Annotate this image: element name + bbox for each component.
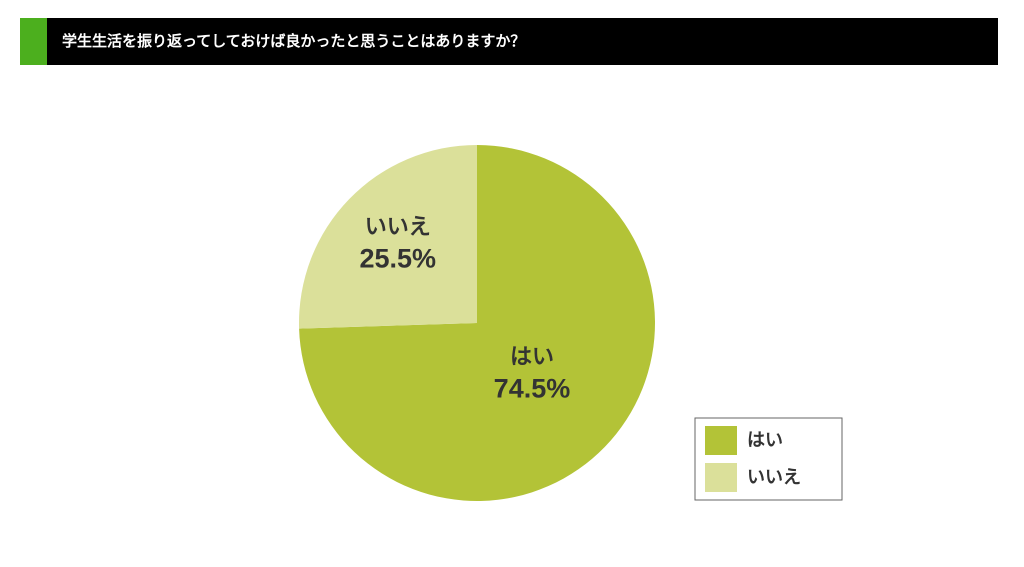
title-bar: [20, 18, 998, 65]
pie-slice: [299, 145, 477, 329]
slice-category-label: はい: [510, 344, 554, 369]
pie-slice: [299, 145, 656, 501]
legend-label: いいえ: [747, 467, 801, 487]
slice-category-label: いいえ: [365, 214, 431, 239]
slice-value-label: 74.5%: [494, 373, 571, 403]
legend-label: はい: [747, 430, 783, 450]
slice-value-label: 25.5%: [359, 243, 436, 273]
legend-swatch: [705, 426, 737, 455]
legend-swatch: [705, 463, 737, 492]
title-accent: [20, 18, 47, 65]
chart-title: 学生生活を振り返ってしておけば良かったと思うことはありますか？: [62, 32, 525, 50]
